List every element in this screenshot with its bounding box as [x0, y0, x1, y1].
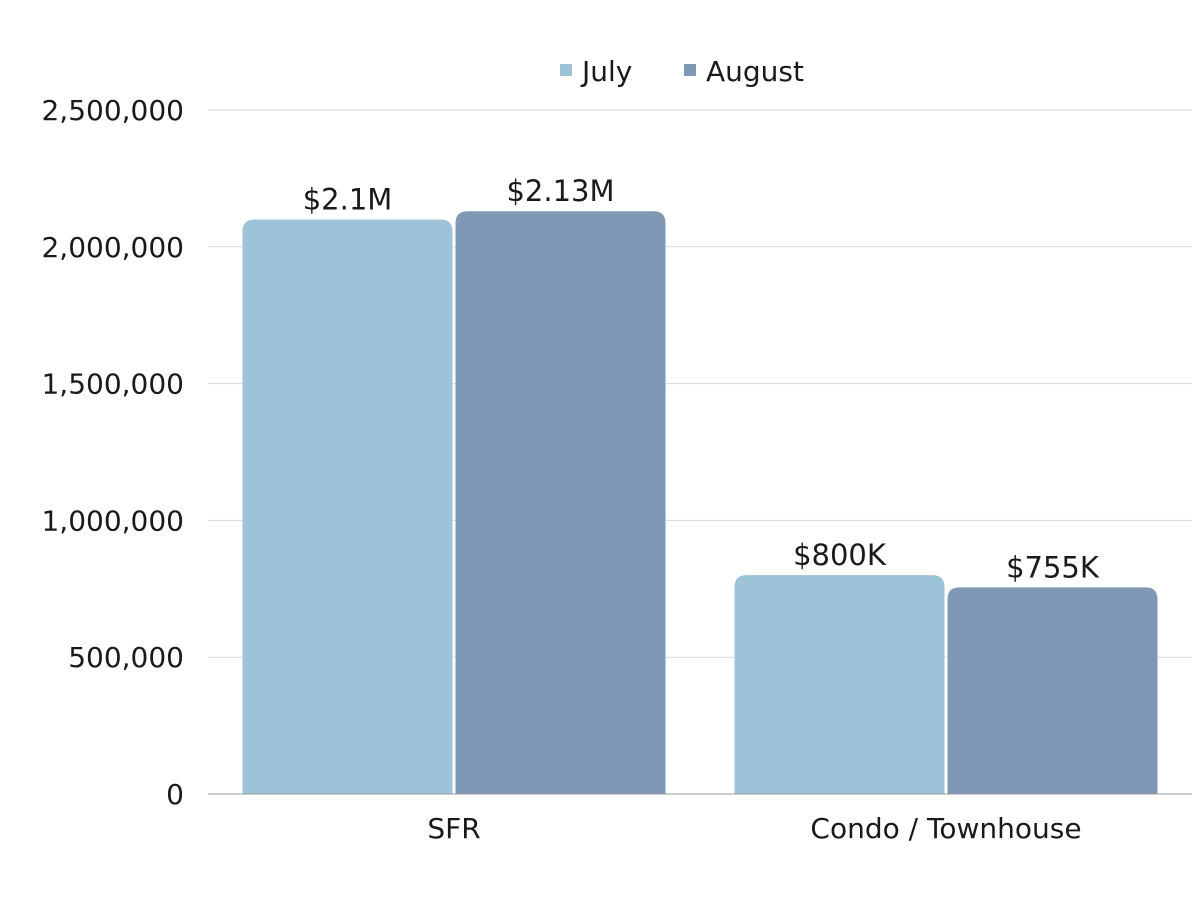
bar-august-1[interactable]	[947, 587, 1158, 794]
y-tick-label: 2,500,000	[41, 94, 184, 127]
bars	[242, 211, 1158, 794]
x-category-label: SFR	[427, 812, 480, 845]
bar-july-1[interactable]	[734, 575, 945, 794]
bar-august-0[interactable]	[455, 211, 666, 794]
data-label: $755K	[1006, 550, 1100, 584]
legend[interactable]: July August	[560, 55, 804, 88]
data-label: $800K	[793, 538, 887, 572]
y-tick-label: 0	[166, 778, 184, 811]
legend-label: August	[706, 55, 804, 88]
legend-item-august[interactable]: August	[684, 55, 804, 88]
x-category-label: Condo / Townhouse	[810, 812, 1081, 845]
data-label: $2.13M	[506, 174, 614, 208]
bar-july-0[interactable]	[242, 219, 453, 794]
y-tick-label: 500,000	[68, 641, 184, 674]
data-label: $2.1M	[303, 182, 393, 216]
y-axis: 0 500,000 1,000,000 1,500,000 2,000,000 2,500…	[41, 94, 184, 811]
y-tick-label: 2,000,000	[41, 231, 184, 264]
legend-swatch	[560, 64, 572, 76]
legend-label: July	[580, 55, 632, 88]
y-tick-label: 1,000,000	[41, 504, 184, 537]
legend-item-july[interactable]: July	[560, 55, 632, 88]
legend-swatch	[684, 64, 696, 76]
data-labels: $2.1M $2.13M $800K $755K	[303, 174, 1100, 584]
x-axis: SFR Condo / Townhouse	[208, 793, 1192, 845]
y-tick-label: 1,500,000	[41, 368, 184, 401]
